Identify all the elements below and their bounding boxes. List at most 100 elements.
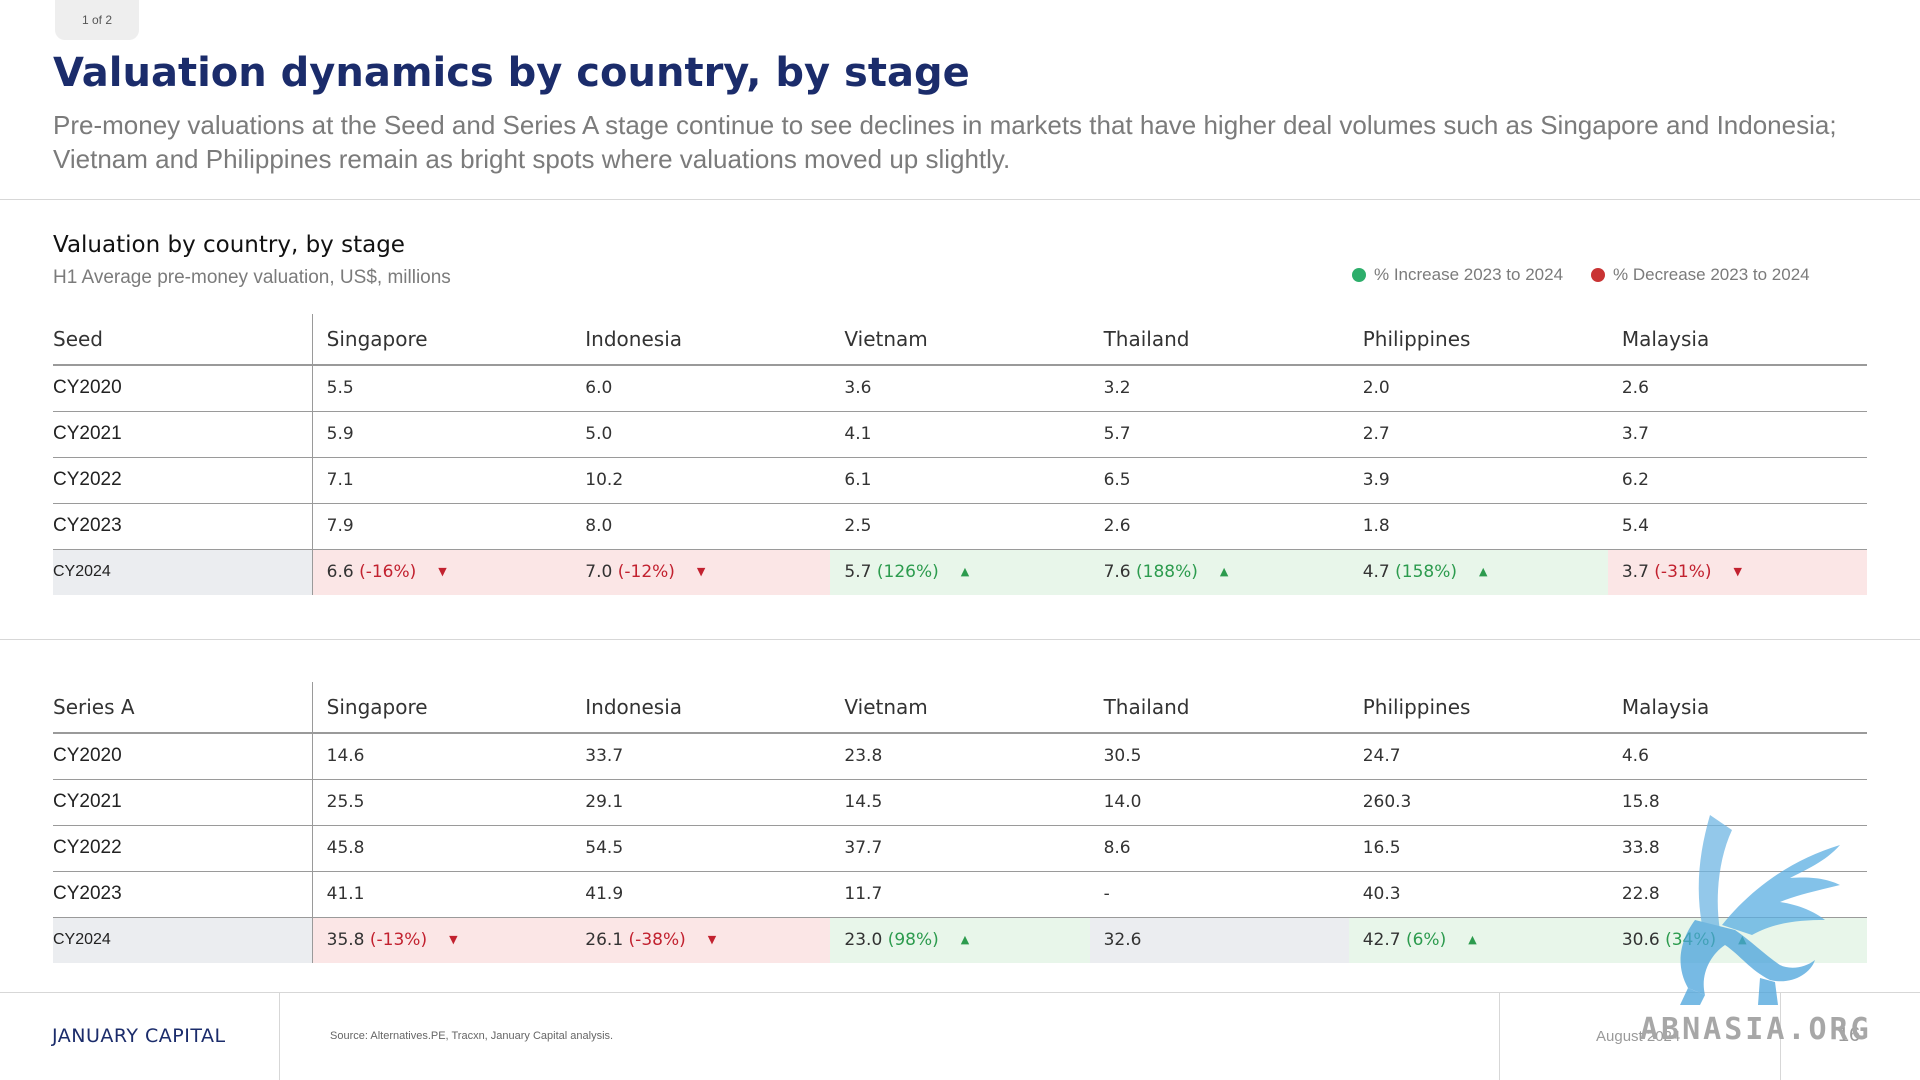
year-cell: CY2024 bbox=[53, 917, 313, 963]
triangle-up-icon: ▲ bbox=[1219, 565, 1229, 579]
year-cell: CY2021 bbox=[53, 411, 313, 458]
pct-change: (158%) bbox=[1395, 562, 1458, 583]
value-cell: 8.6 bbox=[1089, 825, 1349, 872]
value-cell: 6.1 bbox=[830, 457, 1090, 504]
triangle-down-icon: ▼ bbox=[438, 565, 447, 579]
watermark-text: ABNASIA.ORG bbox=[1640, 1012, 1872, 1047]
value-cell: 14.5 bbox=[830, 779, 1090, 826]
legend-item-increase: % Increase 2023 to 2024 bbox=[1352, 265, 1563, 285]
triangle-down-icon: ▼ bbox=[696, 565, 706, 579]
footer-separator bbox=[1499, 992, 1500, 1080]
year-cell: CY2021 bbox=[53, 779, 313, 826]
value-cell: 14.6 bbox=[312, 733, 572, 780]
value-cell: 5.9 bbox=[312, 411, 572, 458]
change-cell: 35.8 (-13%) ▼ bbox=[312, 917, 572, 963]
value-cell: - bbox=[1089, 871, 1349, 918]
value-text: 32.6 bbox=[1103, 930, 1142, 951]
year-cell: CY2023 bbox=[53, 503, 313, 550]
brand-logo: JANUARY CAPITAL bbox=[52, 1025, 226, 1047]
value-cell: 29.1 bbox=[571, 779, 831, 826]
table-row: CY2023 7.9 8.0 2.5 2.6 1.8 5.4 bbox=[53, 503, 1867, 550]
change-cell: 7.0 (-12%) ▼ bbox=[571, 549, 831, 595]
column-header-malaysia: Malaysia bbox=[1607, 682, 1867, 734]
value-cell: 3.7 bbox=[1607, 411, 1867, 458]
table-row: CY2022 7.1 10.2 6.1 6.5 3.9 6.2 bbox=[53, 457, 1867, 504]
year-cell: CY2023 bbox=[53, 871, 313, 918]
pct-change: (-31%) bbox=[1654, 562, 1712, 583]
series-a-table: Series A Singapore Indonesia Vietnam Tha… bbox=[53, 682, 1867, 963]
pct-change: (-38%) bbox=[628, 930, 686, 951]
column-header-malaysia: Malaysia bbox=[1607, 314, 1867, 366]
value-cell: 25.5 bbox=[312, 779, 572, 826]
value-text: 30.6 bbox=[1621, 930, 1660, 951]
value-cell: 54.5 bbox=[571, 825, 831, 872]
triangle-up-icon: ▲ bbox=[960, 933, 970, 947]
value-cell: 6.5 bbox=[1089, 457, 1349, 504]
value-cell: 33.8 bbox=[1607, 825, 1867, 872]
value-cell: 45.8 bbox=[312, 825, 572, 872]
value-cell: 4.6 bbox=[1607, 733, 1867, 780]
value-cell: 14.0 bbox=[1089, 779, 1349, 826]
page-title: Valuation dynamics by country, by stage bbox=[53, 50, 970, 96]
highlight-row: CY2024 6.6 (-16%) ▼ 7.0 (-12%) ▼ 5.7 (126%… bbox=[53, 549, 1867, 595]
pct-change: (-16%) bbox=[359, 562, 417, 583]
triangle-down-icon: ▼ bbox=[707, 933, 717, 947]
year-cell: CY2024 bbox=[53, 549, 313, 595]
table-row: CY2023 41.1 41.9 11.7 - 40.3 22.8 bbox=[53, 871, 1867, 918]
value-text: 23.0 bbox=[844, 930, 883, 951]
section-subtitle: H1 Average pre-money valuation, US$, mil… bbox=[53, 267, 451, 288]
value-cell: 2.5 bbox=[830, 503, 1090, 550]
value-cell: 30.5 bbox=[1089, 733, 1349, 780]
value-text: 7.6 bbox=[1103, 562, 1131, 583]
year-cell: CY2022 bbox=[53, 825, 313, 872]
pct-change: (98%) bbox=[887, 930, 939, 951]
value-cell: 37.7 bbox=[830, 825, 1090, 872]
footer-separator bbox=[1780, 992, 1781, 1080]
value-cell: 5.0 bbox=[571, 411, 831, 458]
column-header-thailand: Thailand bbox=[1089, 682, 1349, 734]
pct-change: (-12%) bbox=[617, 562, 675, 583]
triangle-up-icon: ▲ bbox=[960, 565, 970, 579]
footer-date: August 2024 bbox=[1596, 1028, 1681, 1045]
value-cell: 8.0 bbox=[571, 503, 831, 550]
legend: % Increase 2023 to 2024 % Decrease 2023 … bbox=[1352, 265, 1810, 285]
pct-change: (6%) bbox=[1405, 930, 1447, 951]
page-subtitle: Pre-money valuations at the Seed and Ser… bbox=[53, 110, 1837, 174]
value-text: 4.7 bbox=[1362, 562, 1390, 583]
value-cell: 2.0 bbox=[1348, 365, 1608, 412]
value-cell: 2.6 bbox=[1607, 365, 1867, 412]
section-divider bbox=[0, 639, 1920, 640]
header-divider bbox=[0, 199, 1920, 200]
green-dot-icon bbox=[1352, 268, 1366, 282]
value-cell: 15.8 bbox=[1607, 779, 1867, 826]
highlight-row: CY2024 35.8 (-13%) ▼ 26.1 (-38%) ▼ 23.0 (9… bbox=[53, 917, 1867, 963]
value-cell: 5.5 bbox=[312, 365, 572, 412]
value-cell: 2.7 bbox=[1348, 411, 1608, 458]
change-cell: 7.6 (188%) ▲ bbox=[1089, 549, 1349, 595]
value-cell: 10.2 bbox=[571, 457, 831, 504]
value-cell: 41.1 bbox=[312, 871, 572, 918]
red-dot-icon bbox=[1591, 268, 1606, 282]
table-header-row: Series A Singapore Indonesia Vietnam Tha… bbox=[53, 682, 1867, 734]
value-cell: 4.1 bbox=[830, 411, 1090, 458]
year-cell: CY2020 bbox=[53, 733, 313, 780]
value-text: 35.8 bbox=[326, 930, 365, 951]
value-cell: 24.7 bbox=[1348, 733, 1608, 780]
value-cell: 32.6 bbox=[1089, 917, 1349, 963]
value-text: 5.7 bbox=[844, 562, 872, 583]
legend-item-decrease: % Decrease 2023 to 2024 bbox=[1591, 265, 1810, 285]
pct-change: (126%) bbox=[876, 562, 939, 583]
value-cell: 23.8 bbox=[830, 733, 1090, 780]
value-cell: 1.8 bbox=[1348, 503, 1608, 550]
value-cell: 6.0 bbox=[571, 365, 831, 412]
column-header-philippines: Philippines bbox=[1348, 682, 1608, 734]
value-text: 6.6 bbox=[326, 562, 354, 583]
value-text: 7.0 bbox=[585, 562, 613, 583]
value-cell: 5.4 bbox=[1607, 503, 1867, 550]
value-cell: 6.2 bbox=[1607, 457, 1867, 504]
source-note: Source: Alternatives.PE, Tracxn, January… bbox=[330, 1030, 614, 1042]
triangle-up-icon: ▲ bbox=[1468, 933, 1477, 947]
change-cell: 4.7 (158%) ▲ bbox=[1348, 549, 1608, 595]
section-title: Valuation by country, by stage bbox=[53, 232, 405, 258]
seed-table: Seed Singapore Indonesia Vietnam Thailan… bbox=[53, 314, 1867, 595]
